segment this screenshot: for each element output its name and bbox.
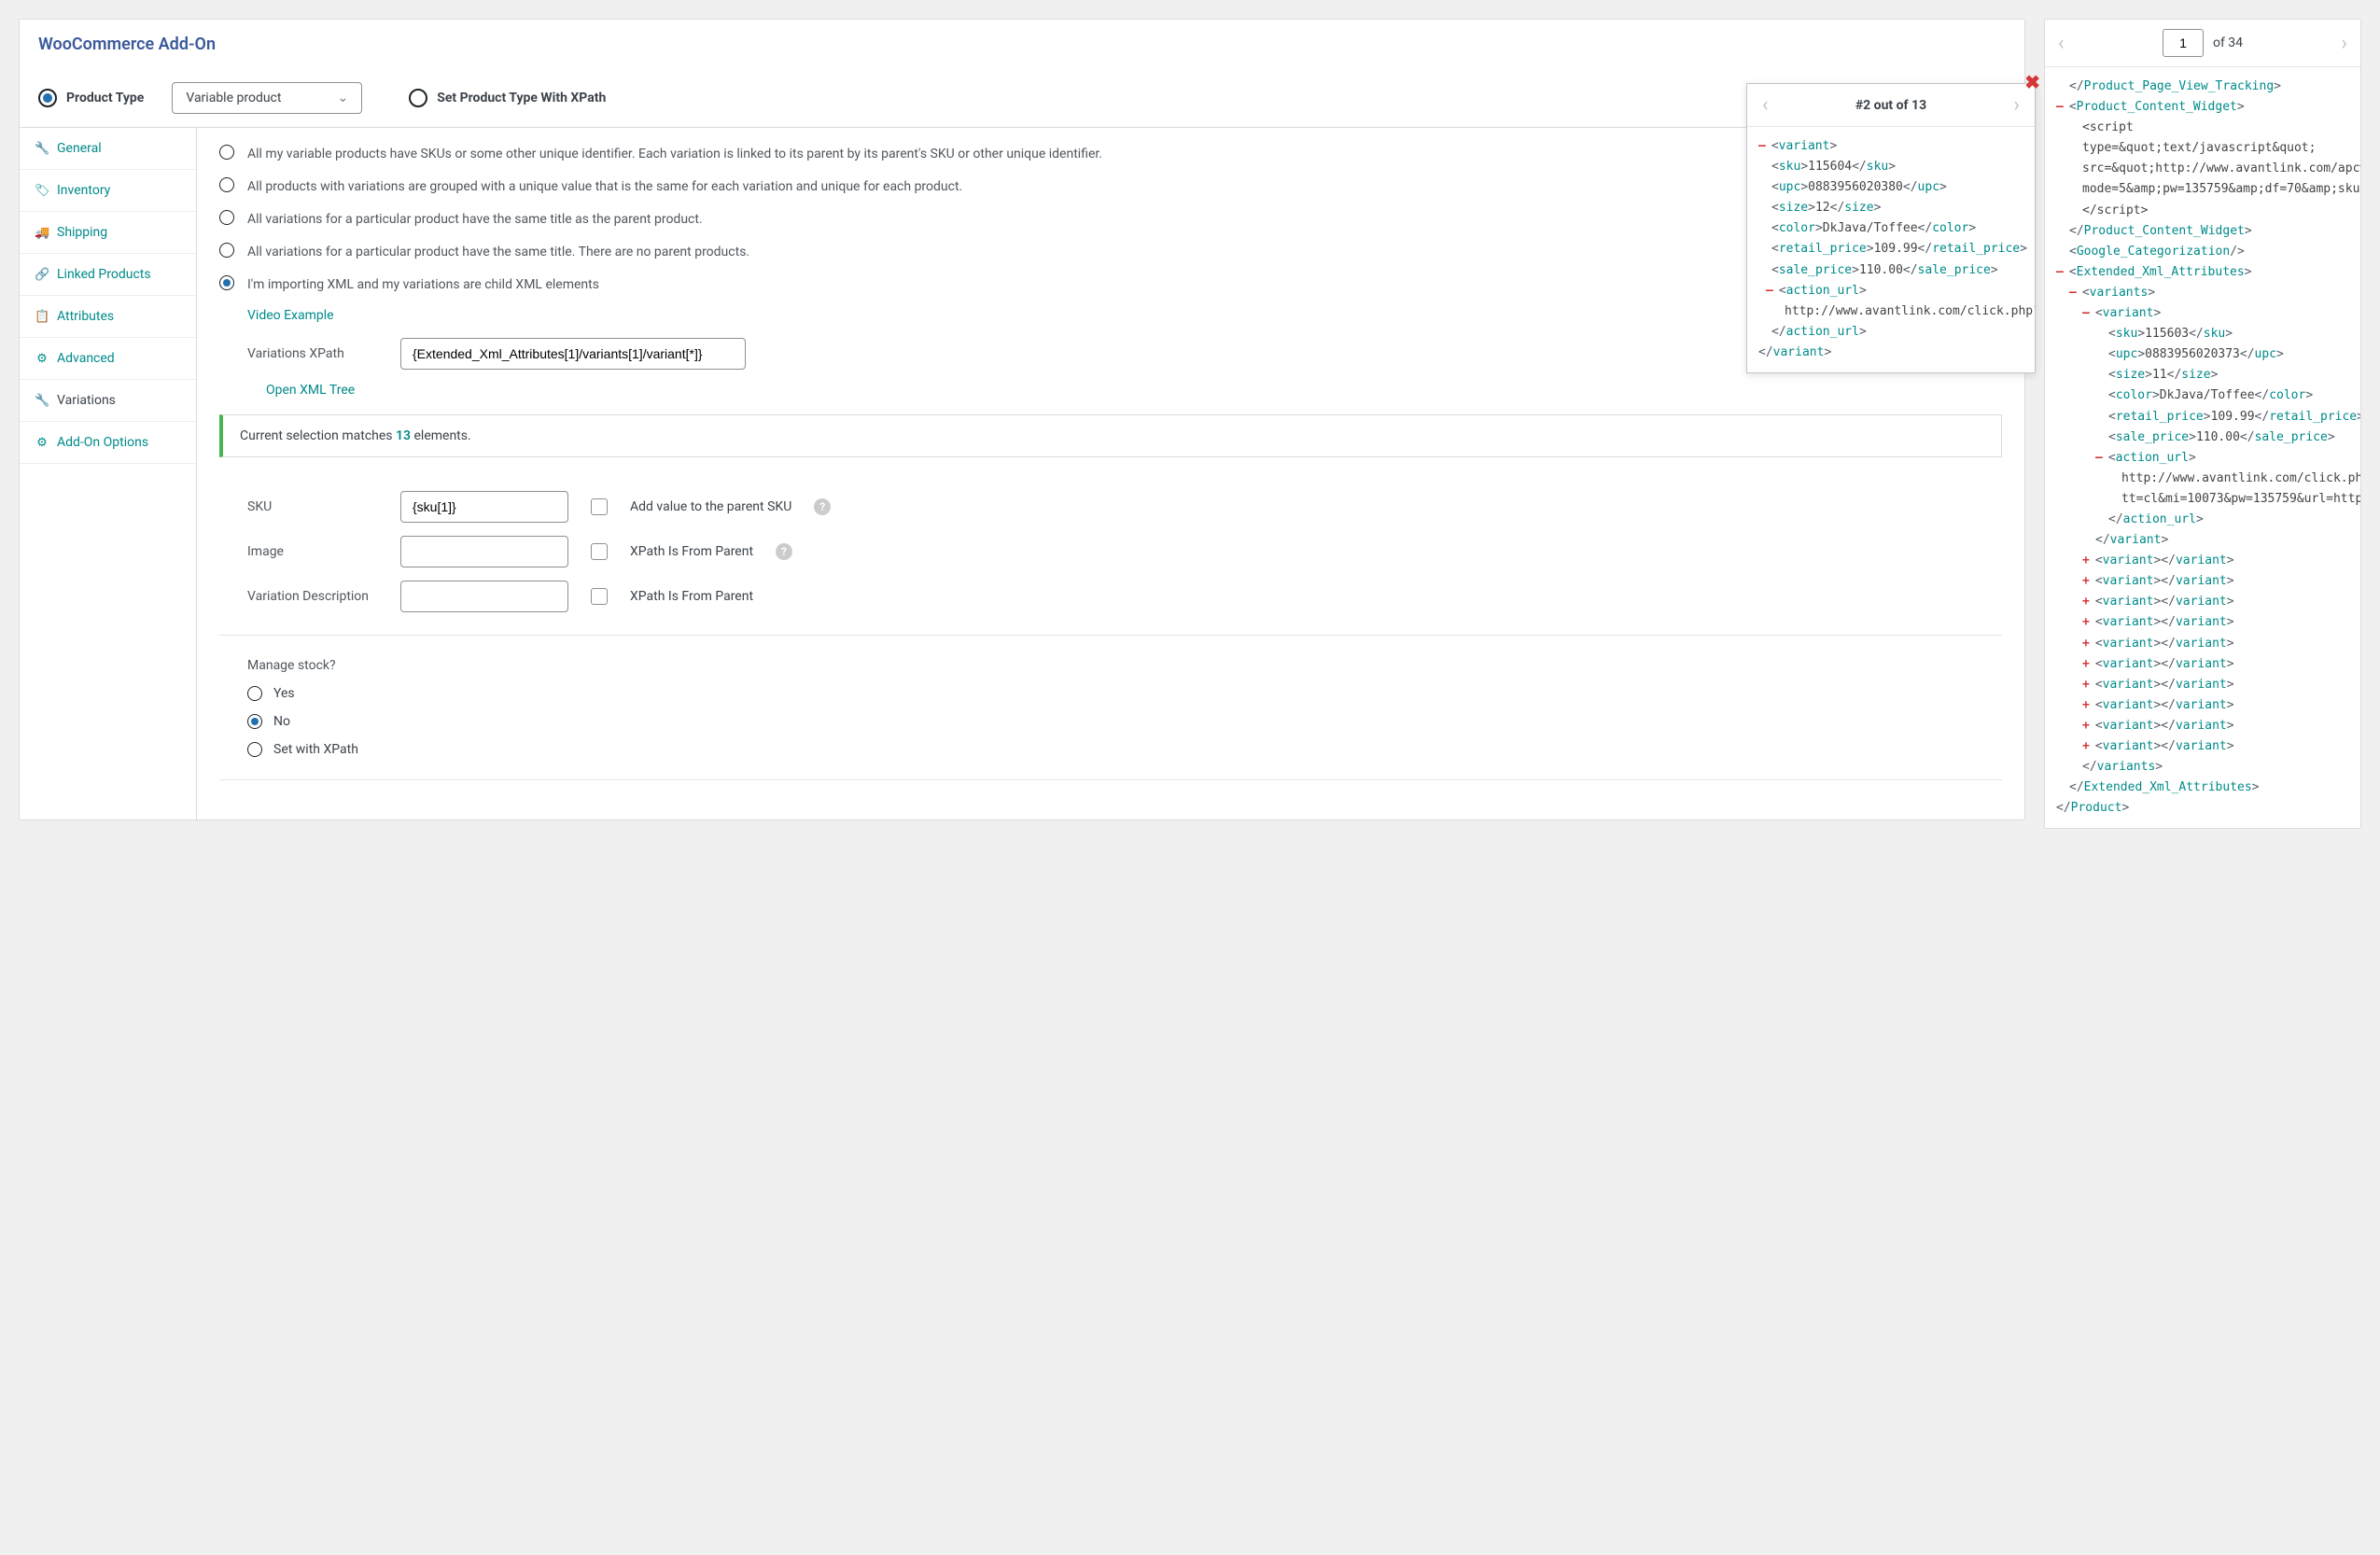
chevron-down-icon: ⌄ <box>337 91 348 105</box>
prev-record-icon[interactable]: ‹ <box>2058 32 2065 55</box>
sidebar-item-shipping[interactable]: 🚚Shipping <box>20 212 196 254</box>
close-icon[interactable]: ✖ <box>2024 71 2040 93</box>
stock-yes[interactable]: Yes <box>247 686 2002 701</box>
expand-icon[interactable]: + <box>2082 553 2090 567</box>
expand-icon[interactable]: + <box>2082 678 2090 692</box>
collapsed-variant[interactable]: +<variant></variant> <box>2056 551 2349 571</box>
wrench-icon: 🔧 <box>35 394 49 408</box>
expand-icon[interactable]: + <box>2082 574 2090 588</box>
xml-preview-popup: ✖ ‹ #2 out of 13 › –<variant> <sku>11560… <box>1746 83 2036 373</box>
help-icon[interactable]: ? <box>776 543 792 560</box>
product-type-value: Variable product <box>186 91 281 105</box>
vardesc-input[interactable] <box>400 581 568 612</box>
expand-icon[interactable]: + <box>2082 615 2090 629</box>
link-icon: 🔗 <box>35 268 49 282</box>
collapsed-variant[interactable]: +<variant></variant> <box>2056 675 2349 695</box>
gear-icon: ⚙ <box>35 436 49 450</box>
sidebar-item-general[interactable]: 🔧General <box>20 128 196 170</box>
sku-label: SKU <box>247 499 378 514</box>
product-type-select[interactable]: Variable product ⌄ <box>172 82 362 114</box>
stock-no[interactable]: No <box>247 714 2002 729</box>
expand-icon[interactable]: + <box>2082 698 2090 712</box>
xpath-product-type-radio[interactable]: Set Product Type With XPath <box>409 89 606 107</box>
product-type-label: Product Type <box>66 91 144 105</box>
vardesc-xpath-parent-checkbox[interactable] <box>591 588 608 605</box>
expand-icon[interactable]: + <box>2082 739 2090 753</box>
collapsed-variant[interactable]: +<variant></variant> <box>2056 736 2349 757</box>
image-xpath-parent-label: XPath Is From Parent <box>630 544 753 559</box>
image-label: Image <box>247 544 378 559</box>
sidebar-item-addon-options[interactable]: ⚙Add-On Options <box>20 422 196 464</box>
sidebar-item-attributes[interactable]: 📋Attributes <box>20 296 196 338</box>
expand-icon[interactable]: + <box>2082 637 2090 651</box>
collapsed-variant[interactable]: +<variant></variant> <box>2056 716 2349 736</box>
collapsed-variant[interactable]: +<variant></variant> <box>2056 571 2349 592</box>
product-type-radio[interactable]: Product Type <box>38 89 144 107</box>
sidebar-item-inventory[interactable]: 🏷Inventory <box>20 170 196 212</box>
sidebar-item-variations[interactable]: 🔧Variations <box>20 380 196 422</box>
collapsed-variant[interactable]: +<variant></variant> <box>2056 654 2349 675</box>
popup-position: #2 out of 13 <box>1855 98 1926 113</box>
prev-arrow-icon[interactable]: ‹ <box>1762 93 1769 117</box>
variation-option-3[interactable]: All variations for a particular product … <box>219 210 2002 230</box>
stock-xpath[interactable]: Set with XPath <box>247 742 2002 757</box>
truck-icon: 🚚 <box>35 226 49 240</box>
variation-option-5[interactable]: I'm importing XML and my variations are … <box>219 275 2002 295</box>
list-icon: 📋 <box>35 310 49 324</box>
popup-xml-body: –<variant> <sku>115604</sku> <upc>088395… <box>1747 127 2035 372</box>
manage-stock-label: Manage stock? <box>247 658 2002 673</box>
vardesc-xpath-parent-label: XPath Is From Parent <box>630 589 753 604</box>
add-parent-sku-checkbox[interactable] <box>591 498 608 515</box>
image-input[interactable] <box>400 536 568 567</box>
wrench-icon: 🔧 <box>35 142 49 156</box>
variation-option-2[interactable]: All products with variations are grouped… <box>219 177 2002 197</box>
video-example-link[interactable]: Video Example <box>247 308 334 323</box>
image-xpath-parent-checkbox[interactable] <box>591 543 608 560</box>
sidebar-item-advanced[interactable]: ⚙Advanced <box>20 338 196 380</box>
open-xml-tree-link[interactable]: Open XML Tree <box>266 383 355 398</box>
variation-option-1[interactable]: All my variable products have SKUs or so… <box>219 145 2002 164</box>
page-input[interactable] <box>2163 29 2204 57</box>
xml-tree: </Product_Page_View_Tracking> –<Product_… <box>2045 67 2360 828</box>
vardesc-label: Variation Description <box>247 589 378 604</box>
add-parent-sku-label: Add value to the parent SKU <box>630 499 791 514</box>
sidebar: 🔧General 🏷Inventory 🚚Shipping 🔗Linked Pr… <box>20 128 197 820</box>
collapsed-variant[interactable]: +<variant></variant> <box>2056 634 2349 654</box>
collapsed-variant[interactable]: +<variant></variant> <box>2056 695 2349 716</box>
sku-input[interactable] <box>400 491 568 523</box>
expand-icon[interactable]: + <box>2082 719 2090 733</box>
collapsed-variant[interactable]: +<variant></variant> <box>2056 612 2349 633</box>
variations-xpath-label: Variations XPath <box>247 346 378 361</box>
match-callout: Current selection matches 13 elements. <box>219 414 2002 457</box>
help-icon[interactable]: ? <box>814 498 831 515</box>
next-record-icon[interactable]: › <box>2341 32 2347 55</box>
collapsed-variant[interactable]: +<variant></variant> <box>2056 592 2349 612</box>
page-total: of 34 <box>2213 35 2243 50</box>
sidebar-item-linked-products[interactable]: 🔗Linked Products <box>20 254 196 296</box>
gear-icon: ⚙ <box>35 352 49 366</box>
panel-title: WooCommerce Add-On <box>20 20 2024 69</box>
variations-xpath-input[interactable] <box>400 338 746 370</box>
expand-icon[interactable]: + <box>2082 595 2090 609</box>
tag-icon: 🏷 <box>35 184 49 198</box>
next-arrow-icon[interactable]: › <box>2013 93 2020 117</box>
expand-icon[interactable]: + <box>2082 657 2090 671</box>
variation-option-4[interactable]: All variations for a particular product … <box>219 243 2002 262</box>
xpath-product-type-label: Set Product Type With XPath <box>437 91 606 105</box>
